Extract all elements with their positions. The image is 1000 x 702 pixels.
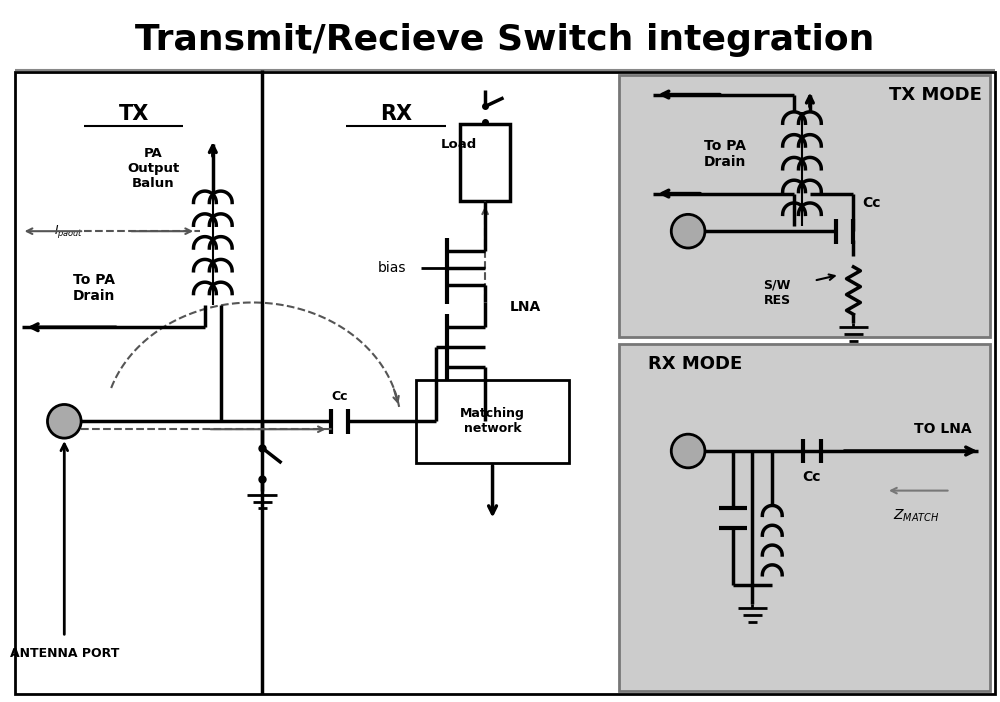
Text: TO LNA: TO LNA (914, 422, 971, 436)
Text: PA
Output
Balun: PA Output Balun (127, 147, 180, 190)
Bar (416, 380, 569, 463)
Text: Matching
network: Matching network (460, 407, 525, 435)
Text: To PA
Drain: To PA Drain (704, 139, 746, 169)
Text: RX MODE: RX MODE (648, 355, 743, 373)
Text: Cc: Cc (331, 390, 348, 403)
Circle shape (671, 214, 705, 248)
Bar (460, 124, 510, 201)
Text: Cc: Cc (803, 470, 821, 484)
Bar (619, 74, 990, 337)
Text: TX MODE: TX MODE (889, 86, 982, 104)
Text: RX: RX (380, 105, 412, 124)
Text: S/W
RES: S/W RES (764, 279, 791, 307)
Text: Load: Load (441, 138, 477, 150)
Bar (619, 344, 990, 691)
Text: LNA: LNA (510, 300, 541, 314)
Text: Transmit/Recieve Switch integration: Transmit/Recieve Switch integration (135, 23, 875, 57)
Text: ANTENNA PORT: ANTENNA PORT (10, 647, 119, 661)
Text: bias: bias (378, 261, 407, 274)
Text: $I_{paout}$: $I_{paout}$ (54, 223, 84, 239)
Circle shape (671, 434, 705, 468)
Bar (15, 72, 995, 694)
Text: To PA
Drain: To PA Drain (73, 272, 115, 303)
Text: $Z_{MATCH}$: $Z_{MATCH}$ (893, 507, 939, 524)
Text: Cc: Cc (862, 197, 881, 211)
Text: TX: TX (118, 105, 149, 124)
Circle shape (47, 404, 81, 438)
